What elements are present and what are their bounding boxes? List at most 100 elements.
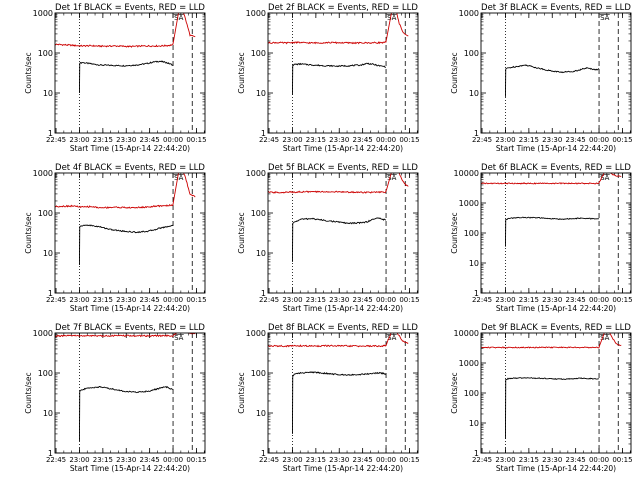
y-tick-label: 10 — [43, 249, 53, 258]
x-tick-label: 00:15 — [399, 296, 419, 304]
plot-frame — [480, 332, 632, 454]
x-tick-label: 23:00 — [282, 456, 302, 464]
plot-frame — [267, 332, 419, 454]
y-axis-label: Counts/sec — [450, 372, 459, 413]
x-tick-label: 00:00 — [589, 296, 609, 304]
x-tick-label: 23:45 — [353, 136, 373, 144]
x-tick-label: 23:45 — [353, 456, 373, 464]
x-tick-label: 23:15 — [93, 296, 113, 304]
y-tick-label: 10 — [43, 409, 53, 418]
y-tick-label: 1 — [48, 129, 53, 138]
y-tick-label: 1000 — [246, 169, 266, 178]
y-axis-label: Counts/sec — [450, 52, 459, 93]
y-tick-label: 1 — [474, 129, 479, 138]
x-tick-label: 22:45 — [259, 296, 279, 304]
x-tick-label: 23:00 — [495, 456, 515, 464]
x-tick-label: 23:00 — [69, 136, 89, 144]
x-tick-label: 00:15 — [186, 136, 206, 144]
x-tick-label: 23:00 — [495, 136, 515, 144]
x-tick-label: 23:15 — [306, 136, 326, 144]
panel-title: Det 7f BLACK = Events, RED = LLD — [55, 323, 205, 333]
y-tick-label: 100 — [38, 369, 53, 378]
saa-label: SA — [387, 174, 397, 182]
x-tick-label: 23:45 — [566, 456, 586, 464]
saa-label: SA — [174, 174, 184, 182]
x-tick-label: 23:30 — [116, 456, 136, 464]
panel-title: Det 6f BLACK = Events, RED = LLD — [481, 163, 631, 173]
y-axis-label: Counts/sec — [237, 52, 246, 93]
events-rate-line — [505, 64, 600, 97]
x-tick-label: 23:30 — [116, 296, 136, 304]
y-tick-label: 10 — [469, 419, 479, 428]
x-tick-label: 00:15 — [399, 456, 419, 464]
x-tick-label: 00:00 — [589, 456, 609, 464]
lld-rate-line — [481, 173, 622, 185]
y-tick-label: 100 — [464, 389, 479, 398]
plot-frame — [54, 12, 206, 134]
y-tick-label: 100 — [464, 49, 479, 58]
y-tick-label: 10 — [469, 89, 479, 98]
x-tick-label: 22:45 — [472, 296, 492, 304]
detector-panel: Det 1f BLACK = Events, RED = LLD Counts/s… — [24, 3, 207, 153]
detector-panel: Det 4f BLACK = Events, RED = LLD Counts/s… — [24, 163, 207, 313]
plot-frame — [267, 12, 419, 134]
x-axis-label: Start Time (15-Apr-14 22:44:20) — [283, 144, 403, 153]
x-tick-label: 23:15 — [93, 136, 113, 144]
x-tick-label: 22:45 — [259, 456, 279, 464]
plot-frame — [480, 12, 632, 134]
x-tick-label: 00:00 — [376, 456, 396, 464]
events-rate-line — [292, 62, 386, 95]
x-axis-label: Start Time (15-Apr-14 22:44:20) — [496, 464, 616, 473]
x-tick-label: 23:45 — [140, 136, 160, 144]
x-tick-label: 23:30 — [329, 456, 349, 464]
y-axis-label: Counts/sec — [237, 212, 246, 253]
detector-panel: Det 7f BLACK = Events, RED = LLD Counts/s… — [24, 323, 207, 473]
plot-frame — [267, 172, 419, 294]
events-rate-line — [79, 224, 174, 266]
y-tick-label: 1000 — [459, 199, 479, 208]
x-axis-label: Start Time (15-Apr-14 22:44:20) — [70, 304, 190, 313]
y-tick-label: 1000 — [33, 169, 53, 178]
events-rate-line — [79, 60, 174, 94]
x-tick-label: 23:00 — [282, 136, 302, 144]
y-tick-label: 1 — [261, 289, 266, 298]
x-tick-label: 23:00 — [282, 296, 302, 304]
x-tick-label: 00:00 — [376, 296, 396, 304]
y-tick-label: 1000 — [246, 9, 266, 18]
x-tick-label: 00:00 — [163, 296, 183, 304]
x-tick-label: 23:30 — [542, 296, 562, 304]
panel-title: Det 9f BLACK = Events, RED = LLD — [481, 323, 631, 333]
y-tick-label: 1 — [474, 289, 479, 298]
lld-rate-line — [481, 333, 622, 349]
events-rate-line — [505, 377, 599, 439]
y-tick-label: 100 — [38, 209, 53, 218]
x-tick-label: 00:15 — [612, 296, 632, 304]
y-tick-label: 10 — [256, 89, 266, 98]
x-tick-label: 00:15 — [186, 296, 206, 304]
y-tick-label: 1000 — [33, 9, 53, 18]
lld-rate-line — [268, 333, 409, 348]
y-axis-label: Counts/sec — [24, 372, 33, 413]
lld-rate-line — [55, 173, 196, 209]
detector-panel: Det 3f BLACK = Events, RED = LLD Counts/s… — [450, 3, 633, 153]
x-tick-label: 00:15 — [612, 136, 632, 144]
x-tick-label: 23:30 — [329, 296, 349, 304]
y-tick-label: 1000 — [459, 9, 479, 18]
x-tick-label: 22:45 — [46, 456, 66, 464]
panel-title: Det 3f BLACK = Events, RED = LLD — [481, 3, 631, 13]
x-tick-label: 23:00 — [69, 456, 89, 464]
events-rate-line — [79, 385, 174, 441]
y-tick-label: 10 — [469, 259, 479, 268]
y-tick-label: 10000 — [454, 329, 479, 338]
x-tick-label: 23:45 — [353, 296, 373, 304]
x-tick-label: 22:45 — [472, 136, 492, 144]
y-tick-label: 1 — [474, 449, 479, 458]
x-tick-label: 00:15 — [612, 456, 632, 464]
x-tick-label: 22:45 — [259, 136, 279, 144]
x-tick-label: 00:15 — [399, 136, 419, 144]
panel-title: Det 2f BLACK = Events, RED = LLD — [268, 3, 418, 13]
lld-rate-line — [268, 13, 409, 45]
x-axis-label: Start Time (15-Apr-14 22:44:20) — [496, 304, 616, 313]
x-tick-label: 23:15 — [519, 296, 539, 304]
x-tick-label: 23:45 — [140, 456, 160, 464]
